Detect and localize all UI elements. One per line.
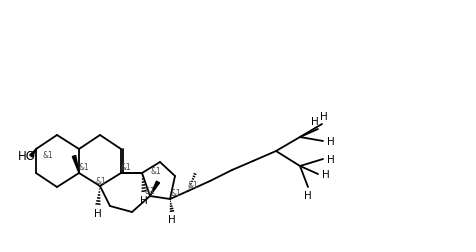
Text: H: H bbox=[322, 169, 330, 179]
Text: &1: &1 bbox=[170, 189, 181, 198]
Text: H: H bbox=[140, 195, 148, 205]
Text: &1: &1 bbox=[150, 167, 161, 176]
Text: &1: &1 bbox=[95, 177, 106, 186]
Text: H: H bbox=[94, 208, 102, 218]
Text: &1: &1 bbox=[78, 162, 89, 171]
Text: HO: HO bbox=[18, 150, 36, 163]
Text: H: H bbox=[327, 154, 335, 164]
Text: &1: &1 bbox=[187, 181, 198, 190]
Text: H: H bbox=[304, 190, 312, 200]
Text: H: H bbox=[327, 137, 335, 146]
Text: H: H bbox=[168, 214, 176, 224]
Text: &1: &1 bbox=[42, 150, 53, 159]
Text: &1: &1 bbox=[120, 163, 131, 172]
Text: H: H bbox=[311, 116, 319, 127]
Polygon shape bbox=[30, 149, 36, 157]
Polygon shape bbox=[150, 181, 159, 196]
Text: &1: &1 bbox=[144, 187, 155, 196]
Text: H: H bbox=[320, 112, 328, 121]
Polygon shape bbox=[72, 156, 79, 173]
